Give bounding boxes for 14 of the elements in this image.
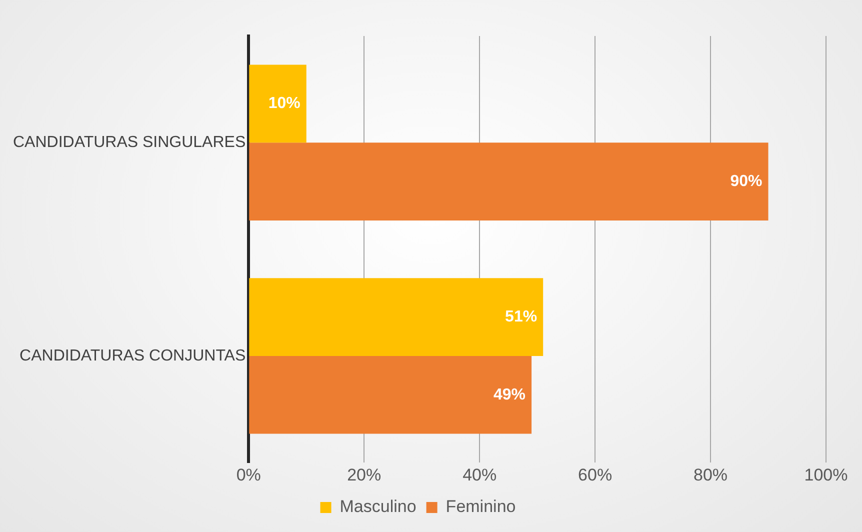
data-label: 51% xyxy=(505,308,538,326)
legend-label: Masculino xyxy=(340,497,416,516)
data-label: 10% xyxy=(268,95,300,112)
x-tick-label: 20% xyxy=(347,465,382,484)
x-tick-label: 0% xyxy=(236,465,261,484)
y-tick-label: CANDIDATURAS CONJUNTAS xyxy=(20,347,246,364)
data-label: 90% xyxy=(730,172,762,190)
x-tick-label: 100% xyxy=(804,465,848,484)
x-tick-label: 80% xyxy=(694,465,728,484)
x-tick-label: 40% xyxy=(462,465,497,484)
x-tick-label: 60% xyxy=(578,465,612,484)
y-tick-label: CANDIDATURAS SINGULARES xyxy=(12,134,246,152)
legend-label: Feminino xyxy=(446,497,516,516)
data-label: 49% xyxy=(494,386,526,404)
